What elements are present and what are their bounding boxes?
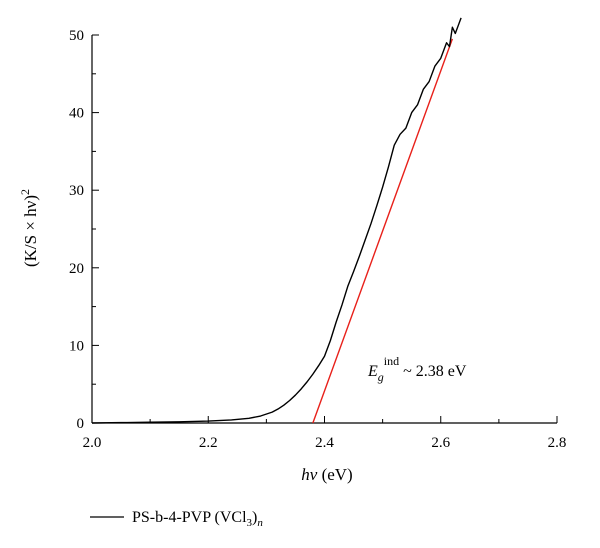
fit-line-layer xyxy=(312,38,454,424)
series-line xyxy=(91,17,462,424)
y-tick-label: 50 xyxy=(69,28,84,44)
y-tick-label: 40 xyxy=(69,106,84,122)
y-tick-label: 20 xyxy=(69,261,84,277)
x-axis-label: hν (eV) xyxy=(301,465,352,484)
y-tick-label: 10 xyxy=(69,338,84,354)
axes: 2.0 2.2 2.4 2.6 2.8 0 10 20 30 40 50 xyxy=(69,28,566,451)
y-tick-label: 0 xyxy=(77,416,85,432)
series-layer xyxy=(91,17,462,424)
x-tick-label: 2.8 xyxy=(548,435,567,451)
x-tick-label: 2.6 xyxy=(431,435,450,451)
x-tick-label: 2.2 xyxy=(199,435,218,451)
x-tick-label: 2.0 xyxy=(83,435,102,451)
linear-fit-line xyxy=(312,38,454,424)
legend: PS-b-4-PVP (VCl3)n xyxy=(90,509,263,529)
y-axis-label: (K/S × hν)2 xyxy=(18,189,40,267)
x-tick-label: 2.4 xyxy=(315,435,334,451)
legend-label: PS-b-4-PVP (VCl3)n xyxy=(132,509,263,529)
y-tick-label: 30 xyxy=(69,183,84,199)
band-gap-annotation: Egind ~ 2.38 eV xyxy=(367,354,467,384)
